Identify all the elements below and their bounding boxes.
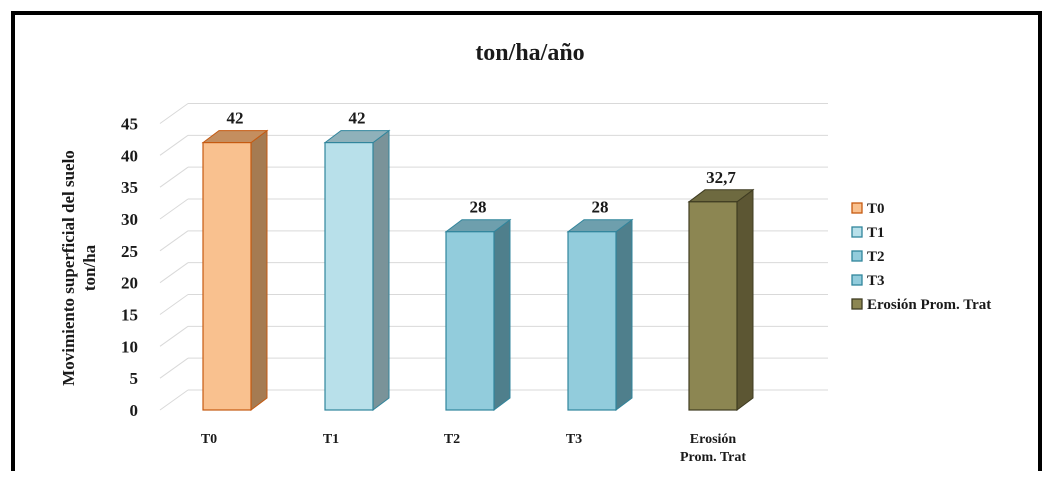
bar xyxy=(567,231,617,411)
bar-side xyxy=(250,129,268,411)
x-category-label: Erosión Prom. Trat xyxy=(680,432,746,465)
legend-label: Erosión Prom. Trat xyxy=(867,297,991,313)
gridline-depth xyxy=(159,103,189,124)
legend-label: T0 xyxy=(867,201,885,217)
gridline-depth xyxy=(159,262,189,284)
data-label: 28 xyxy=(470,198,487,217)
bar-side xyxy=(372,129,390,411)
bar xyxy=(324,142,374,411)
legend-label: T1 xyxy=(867,225,885,241)
chart-frame xyxy=(11,11,1042,471)
bar-side xyxy=(493,218,511,411)
x-category-label: T0 xyxy=(201,432,217,447)
bar xyxy=(445,231,495,411)
gridline-depth xyxy=(159,166,189,188)
legend-swatch xyxy=(851,202,863,214)
gridline-depth xyxy=(159,198,189,220)
legend-label: T2 xyxy=(867,249,885,265)
y-tick-label: 0 xyxy=(130,401,139,420)
y-tick-label: 20 xyxy=(121,274,138,293)
gridline-depth xyxy=(159,357,189,379)
legend-swatch xyxy=(851,298,863,310)
chart-title: ton/ha/año xyxy=(475,40,584,66)
bar xyxy=(688,201,738,411)
bar-side xyxy=(615,218,633,411)
gridline-depth xyxy=(159,134,189,156)
y-tick-label: 10 xyxy=(121,337,138,356)
gridline-depth xyxy=(159,325,189,347)
y-tick-label: 30 xyxy=(121,210,138,229)
gridline-depth xyxy=(159,294,189,315)
data-label: 42 xyxy=(227,109,244,128)
legend-swatch xyxy=(851,250,863,262)
data-label: 42 xyxy=(349,109,366,128)
y-tick-label: 25 xyxy=(121,242,138,261)
data-label: 28 xyxy=(592,198,609,217)
bar xyxy=(202,142,252,411)
x-category-label: T2 xyxy=(444,432,460,447)
y-tick-label: 35 xyxy=(121,178,138,197)
y-tick-label: 5 xyxy=(130,369,139,388)
legend-swatch xyxy=(851,226,863,238)
y-tick-label: 45 xyxy=(121,115,138,134)
x-category-label: T1 xyxy=(323,432,339,447)
y-axis-label: Movimiento superficial del suelo ton/ha xyxy=(59,150,99,386)
data-label: 32,7 xyxy=(706,168,736,187)
legend-swatch xyxy=(851,274,863,286)
y-tick-label: 15 xyxy=(121,306,138,325)
legend-label: T3 xyxy=(867,273,885,289)
x-category-label: T3 xyxy=(566,432,582,447)
bar-side xyxy=(736,188,754,411)
gridline-depth xyxy=(159,389,189,411)
y-tick-label: 40 xyxy=(121,146,138,165)
gridline-depth xyxy=(159,230,189,252)
